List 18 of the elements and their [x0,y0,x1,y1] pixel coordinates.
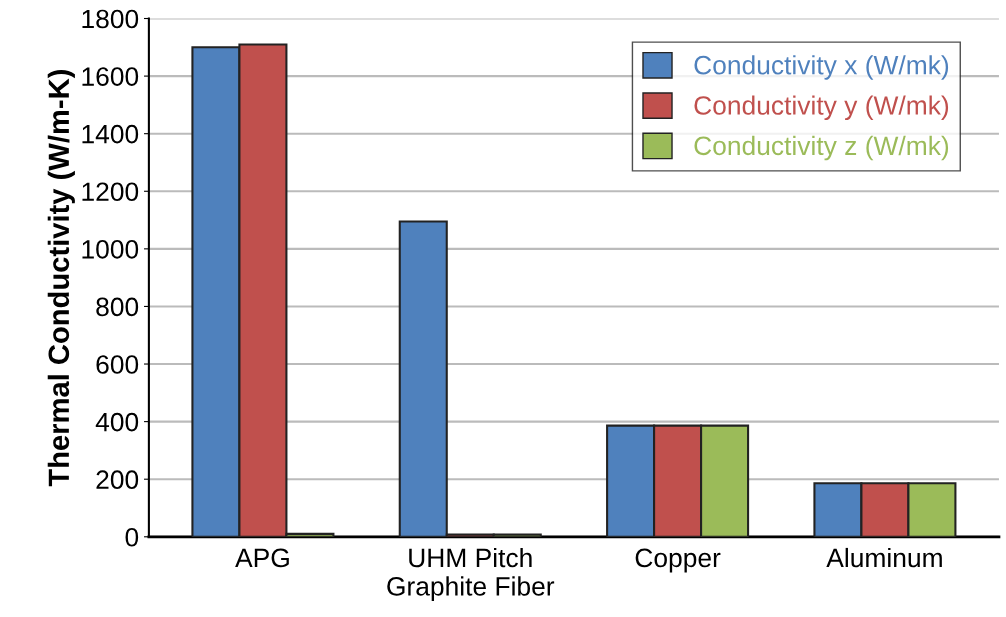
x-tick-label: UHM Pitch Graphite Fiber [387,547,555,601]
legend-label: Conductivity z (W/mk) [694,135,949,161]
y-tick-label: 200 [96,470,139,490]
x-tick-label: APG [235,548,289,568]
x-tick-label: Copper [635,548,721,573]
y-tick-label: 0 [125,527,139,547]
y-axis-title: Thermal Conductivity (W/m-K) [47,70,75,487]
legend-label: Conductivity x (W/mk) [694,55,949,80]
y-tick-label: 1600 [82,67,139,86]
y-tick-label: 1400 [82,124,139,144]
y-tick-label: 1200 [82,182,139,202]
y-tick-label: 800 [96,297,139,317]
y-tick-label: 1800 [82,9,139,29]
y-tick-label: 400 [95,412,139,432]
y-tick-label: 600 [96,355,139,374]
x-tick-label: Aluminum [826,547,942,568]
legend-label: Conductivity y (W/mk) [694,95,949,121]
y-tick-label: 1000 [82,239,139,259]
